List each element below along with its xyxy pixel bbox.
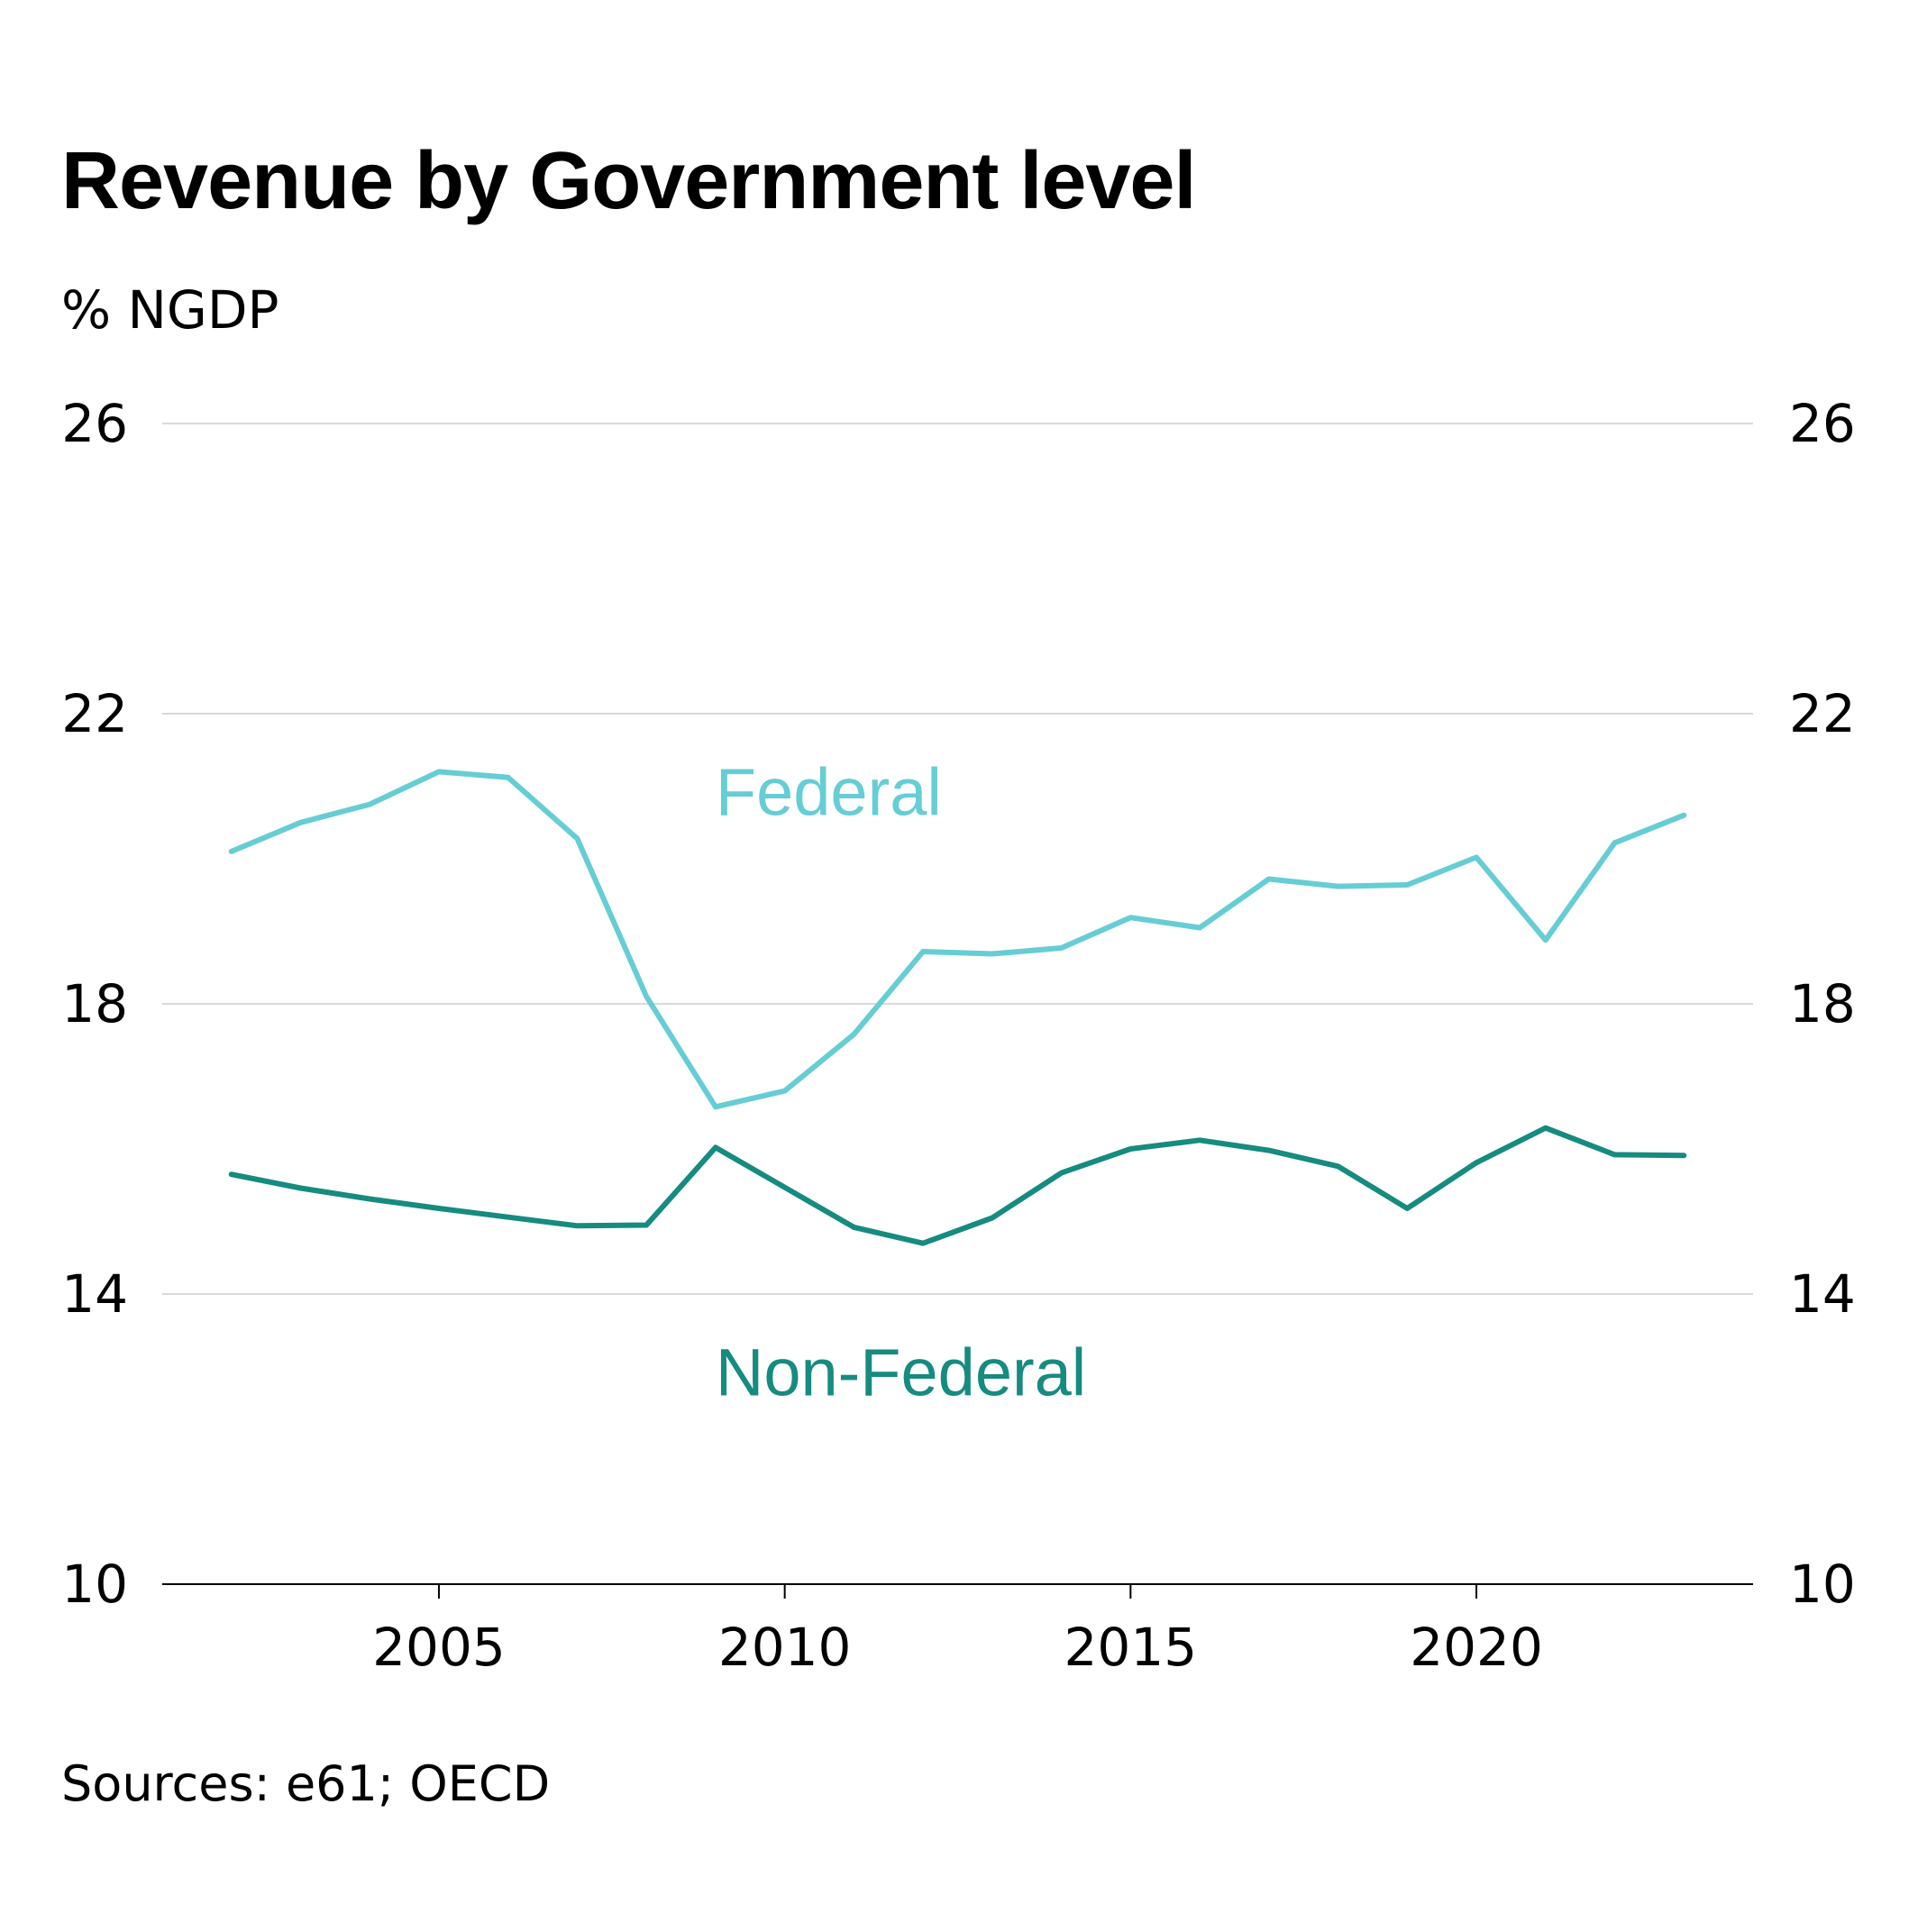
y-tick-right-26: 26 [1789, 393, 1856, 454]
x-tick-label-2020: 2020 [1410, 1617, 1543, 1678]
y-tick-left-26: 26 [61, 393, 128, 454]
y-tick-right-14: 14 [1789, 1263, 1856, 1325]
y-tick-left-22: 22 [61, 683, 128, 744]
x-tick-label-2005: 2005 [372, 1617, 506, 1678]
y-axis-right-ticks: 10 14 18 22 26 [1789, 393, 1856, 1615]
y-tick-left-10: 10 [61, 1554, 128, 1615]
series-line-non-federal [228, 1125, 1687, 1246]
x-tick-label-2015: 2015 [1064, 1617, 1198, 1678]
series-line-federal [228, 769, 1687, 1110]
x-axis-ticks: 2005 2010 2015 2020 [372, 1584, 1543, 1678]
y-axis-unit-label: % NGDP [61, 279, 279, 341]
series-labels: Federal Non-Federal [716, 755, 1086, 1410]
x-tick-label-2010: 2010 [718, 1617, 852, 1678]
y-tick-left-18: 18 [61, 973, 128, 1034]
series-lines [228, 769, 1687, 1246]
series-label-non-federal: Non-Federal [716, 1335, 1086, 1410]
series-label-federal: Federal [716, 755, 942, 830]
chart-title: Revenue by Government level [61, 136, 1196, 226]
y-tick-right-22: 22 [1789, 683, 1856, 744]
gridlines [162, 423, 1753, 1585]
y-tick-right-18: 18 [1789, 973, 1856, 1034]
y-tick-left-14: 14 [61, 1263, 128, 1325]
y-axis-left-ticks: 10 14 18 22 26 [61, 393, 128, 1615]
y-tick-right-10: 10 [1789, 1554, 1856, 1615]
source-note: Sources: e61; OECD [61, 1755, 551, 1812]
